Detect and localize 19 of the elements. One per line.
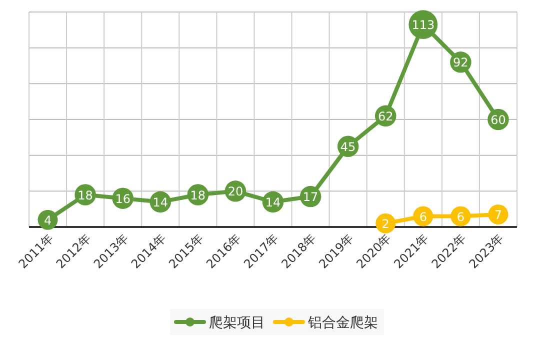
data-label: 4 bbox=[44, 213, 52, 228]
data-label: 18 bbox=[78, 188, 93, 202]
data-label: 7 bbox=[494, 208, 502, 222]
legend-label: 铝合金爬架 bbox=[307, 315, 378, 331]
data-label: 92 bbox=[453, 56, 468, 70]
data-label: 17 bbox=[302, 190, 318, 204]
data-label: 14 bbox=[152, 195, 168, 210]
data-label: 2 bbox=[382, 216, 390, 231]
data-label: 45 bbox=[340, 140, 356, 154]
data-label: 6 bbox=[456, 210, 465, 224]
data-label: 14 bbox=[265, 195, 281, 210]
data-label: 20 bbox=[228, 184, 244, 199]
data-label: 60 bbox=[490, 113, 506, 127]
data-label: 113 bbox=[412, 18, 435, 32]
data-label: 18 bbox=[190, 188, 206, 202]
data-label: 62 bbox=[378, 109, 394, 124]
legend-label: 爬架项目 bbox=[209, 315, 265, 331]
data-label: 16 bbox=[115, 192, 130, 206]
data-label: 6 bbox=[419, 210, 427, 224]
